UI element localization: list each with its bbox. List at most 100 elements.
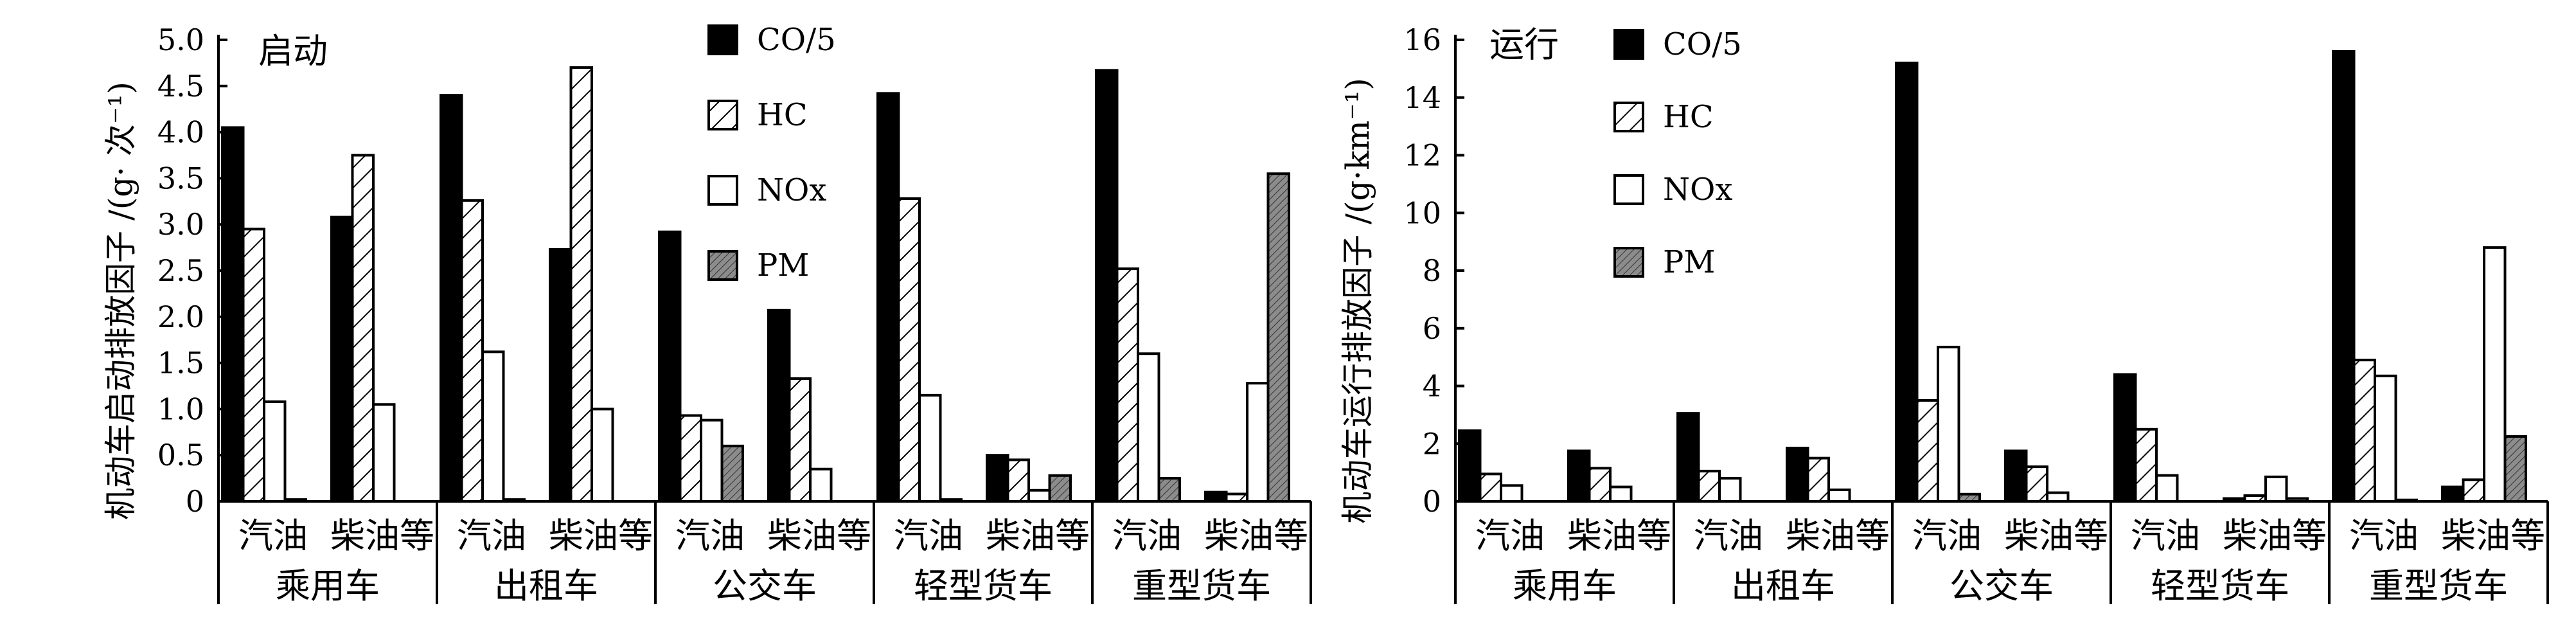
bar-hc bbox=[679, 414, 702, 503]
legend-label: CO/5 bbox=[757, 22, 836, 58]
bar-co bbox=[1567, 449, 1591, 503]
group-label: 乘用车 bbox=[1513, 566, 1617, 606]
bar-hc bbox=[242, 228, 265, 503]
legend: CO/5 HC NOx PM bbox=[707, 22, 836, 283]
bar-pm bbox=[2503, 435, 2527, 503]
legend-label: CO/5 bbox=[1663, 26, 1742, 62]
bar-nox bbox=[2046, 491, 2070, 503]
bar-co bbox=[2332, 49, 2356, 503]
legend-swatch-hc bbox=[1613, 102, 1644, 132]
bar-pm bbox=[1157, 477, 1181, 503]
subcategory-label: 汽油 bbox=[457, 516, 526, 556]
legend: CO/5 HC NOx PM bbox=[1613, 26, 1742, 280]
bar-nox bbox=[591, 408, 614, 503]
bar-nox bbox=[809, 467, 833, 503]
legend-swatch-co bbox=[1613, 29, 1644, 60]
y-tick-label: 4.0 bbox=[157, 115, 204, 150]
bar-co bbox=[221, 126, 245, 503]
subcategory-label: 汽油 bbox=[1912, 516, 1982, 556]
group-label: 公交车 bbox=[1950, 566, 2054, 606]
bar-hc bbox=[2462, 478, 2485, 503]
y-axis-label: 机动车运行排放因子 /(g·km⁻¹) bbox=[1339, 78, 1376, 524]
subcategory-label: 汽油 bbox=[1112, 516, 1182, 556]
bar-nox bbox=[1246, 382, 1270, 503]
y-tick-label: 5.0 bbox=[157, 22, 204, 57]
y-tick-label: 3.5 bbox=[157, 161, 204, 195]
bar-hc bbox=[1479, 472, 1502, 503]
bar-hc bbox=[1915, 399, 1939, 503]
bar-hc bbox=[1225, 492, 1248, 503]
bar-co bbox=[330, 215, 354, 503]
bar-hc bbox=[1115, 267, 1139, 503]
group-label: 出租车 bbox=[1731, 566, 1835, 606]
bar-nox bbox=[1827, 489, 1851, 503]
y-axis-label: 机动车启动排放因子 /(g· 次⁻¹) bbox=[102, 82, 139, 520]
bar-pm bbox=[1048, 474, 1072, 503]
group-label: 轻型货车 bbox=[2151, 566, 2289, 606]
bar-pm bbox=[2285, 497, 2309, 503]
legend-label: NOx bbox=[1663, 172, 1732, 208]
y-tick-label: 1.0 bbox=[157, 391, 204, 426]
bar-hc bbox=[1697, 469, 1721, 503]
bar-co bbox=[2441, 485, 2465, 503]
bar-nox bbox=[2483, 246, 2507, 503]
subcategory-label: 汽油 bbox=[238, 516, 308, 556]
subcategory-label: 汽油 bbox=[2131, 516, 2200, 556]
subcategory-label: 柴油等 bbox=[330, 516, 434, 556]
legend-swatch-hc bbox=[707, 100, 738, 130]
bar-nox bbox=[1937, 345, 1960, 503]
bar-hc bbox=[351, 154, 375, 503]
group-label: 重型货车 bbox=[2369, 566, 2508, 606]
bar-co bbox=[440, 94, 463, 503]
legend-label: HC bbox=[757, 97, 808, 133]
bar-nox bbox=[2155, 474, 2179, 503]
bar-hc bbox=[569, 66, 593, 503]
y-tick-label: 6 bbox=[1423, 311, 1441, 346]
subcategory-label: 汽油 bbox=[2349, 516, 2419, 556]
bar-hc bbox=[2025, 465, 2048, 503]
y-tick-label: 10 bbox=[1403, 195, 1441, 230]
bar-hc bbox=[2243, 494, 2267, 503]
y-tick-label: 2 bbox=[1423, 426, 1441, 461]
legend-swatch-pm bbox=[1613, 247, 1644, 278]
bar-co bbox=[549, 247, 573, 503]
bar-hc bbox=[2134, 427, 2158, 503]
bar-nox bbox=[1137, 352, 1160, 503]
y-tick-label: 1.5 bbox=[157, 346, 204, 381]
y-tick-label: 14 bbox=[1403, 80, 1441, 115]
bar-co bbox=[2004, 449, 2028, 503]
bar-nox bbox=[2264, 475, 2288, 503]
bars bbox=[1458, 49, 2527, 503]
legend-swatch-co bbox=[707, 24, 738, 55]
bar-nox bbox=[372, 403, 396, 503]
bar-co bbox=[1095, 69, 1119, 503]
bar-co bbox=[1786, 446, 1809, 503]
bar-pm bbox=[1957, 492, 1981, 503]
bar-pm bbox=[720, 444, 744, 503]
bar-nox bbox=[1609, 485, 1633, 503]
bar-nox bbox=[1718, 477, 1742, 503]
bar-co bbox=[1458, 429, 1482, 503]
bar-co bbox=[767, 309, 791, 503]
subcategory-label: 汽油 bbox=[1475, 516, 1545, 556]
y-tick-label: 0.5 bbox=[157, 438, 204, 472]
bar-co bbox=[986, 454, 1009, 503]
legend-label: HC bbox=[1663, 99, 1714, 135]
subcategory-label: 柴油等 bbox=[2441, 516, 2545, 556]
legend-label: PM bbox=[757, 247, 809, 283]
y-tick-label: 0 bbox=[186, 484, 204, 519]
bar-co bbox=[2113, 373, 2137, 503]
subcategory-label: 柴油等 bbox=[2223, 516, 2327, 556]
bar-nox bbox=[2374, 374, 2397, 503]
panel-title: 启动 bbox=[258, 31, 328, 71]
bar-co bbox=[1676, 412, 1700, 503]
bars bbox=[221, 66, 1290, 503]
y-tick-label: 3.0 bbox=[157, 207, 204, 242]
y-tick-label: 2.5 bbox=[157, 253, 204, 288]
subcategory-label: 汽油 bbox=[894, 516, 963, 556]
bar-co bbox=[1895, 61, 1919, 503]
axes: 0246810121416汽油 柴油等乘用车汽油 柴油等出租车汽油 柴油等公交车汽油柴… bbox=[1403, 22, 2549, 606]
bar-co bbox=[658, 230, 682, 503]
subcategory-label: 柴油等 bbox=[2004, 516, 2108, 556]
y-tick-label: 4 bbox=[1423, 369, 1441, 404]
